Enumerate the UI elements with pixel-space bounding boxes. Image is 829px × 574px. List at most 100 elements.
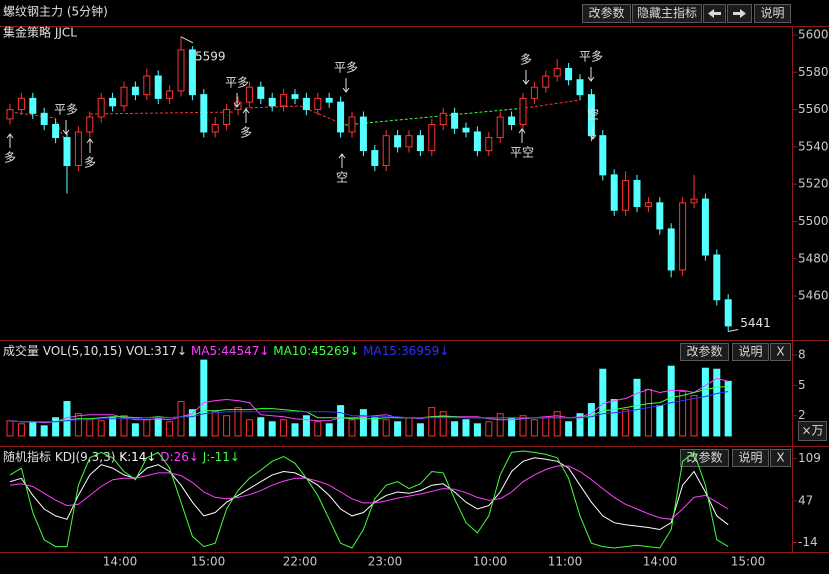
y-tick-label: 109 <box>798 451 821 465</box>
signal-arrow <box>338 153 346 168</box>
vol-title: 成交量 <box>3 343 39 358</box>
time-label: 10:00 <box>473 555 508 569</box>
candle-body <box>154 75 162 99</box>
volume-bar <box>519 415 527 437</box>
volume-bar <box>428 407 436 437</box>
volume-bar <box>291 423 299 437</box>
y-tick-label: 5 <box>798 378 806 392</box>
volume-bar <box>40 425 48 437</box>
candle-body <box>200 94 208 133</box>
volume-bar <box>348 419 356 437</box>
time-label: 23:00 <box>368 555 403 569</box>
volume-bar <box>439 411 447 437</box>
volume-bar <box>97 420 105 437</box>
volume-bar <box>131 423 139 437</box>
candle-body <box>280 94 288 107</box>
volume-bar <box>109 417 117 437</box>
volume-bar <box>86 419 94 437</box>
time-label: 14:00 <box>103 555 138 569</box>
volume-bar <box>394 421 402 437</box>
legend-k: K:14↓ <box>119 450 156 464</box>
volume-bar <box>451 421 459 437</box>
legend-j: J:-11↓ <box>202 450 240 464</box>
volume-bar <box>622 409 630 437</box>
btn-left[interactable] <box>703 4 726 23</box>
vol-btn-params[interactable]: 改参数 <box>680 343 729 361</box>
signal-label: 空 <box>336 171 348 185</box>
volume-panel <box>6 359 732 437</box>
y-tick-label: 47 <box>798 493 813 507</box>
min-label: 5441 <box>740 316 771 330</box>
candle-body <box>599 135 607 176</box>
y-tick-label: 5540 <box>798 139 829 153</box>
btn-label: 说明 <box>760 5 784 20</box>
btn-label: 改参数 <box>686 450 722 465</box>
candle-body <box>177 49 185 92</box>
candle-body <box>325 97 333 103</box>
candle-body <box>622 179 630 211</box>
volume-bar <box>143 419 151 437</box>
arrow-left-icon <box>708 9 721 18</box>
kdj-btn-close[interactable]: X <box>770 449 791 467</box>
unit-label: ×万 <box>801 424 823 438</box>
volume-bar <box>52 417 60 437</box>
candle-body <box>508 116 516 125</box>
volume-bar <box>690 395 698 437</box>
candle-body <box>86 116 94 133</box>
candle-body <box>131 86 139 96</box>
volume-bar <box>656 405 664 437</box>
volume-bar <box>473 423 481 437</box>
indicator-line <box>9 385 729 423</box>
btn-label: X <box>776 451 784 465</box>
signal-arrow <box>242 108 250 123</box>
volume-bar <box>701 367 709 437</box>
candle-body <box>245 86 253 103</box>
candle-body <box>439 112 447 125</box>
vol-btn-help[interactable]: 说明 <box>732 343 769 361</box>
signal-arrow <box>587 67 595 82</box>
vol-unit-box[interactable]: ×万 <box>798 421 827 441</box>
max-label: 5599 <box>195 49 226 63</box>
candle-body <box>519 97 527 125</box>
btn-params[interactable]: 改参数 <box>582 4 631 23</box>
vol-title: 成交量 VOL(5,10,15) VOL:317↓ MA5:44547↓ MA1… <box>3 343 449 358</box>
volume-bar <box>371 417 379 437</box>
volume-bar <box>188 409 196 437</box>
volume-bar <box>508 417 516 437</box>
candle-body <box>405 135 413 148</box>
candle-body <box>576 79 584 96</box>
btn-label: 改参数 <box>686 344 722 359</box>
signal-arrow <box>6 133 14 148</box>
volume-bar <box>211 411 219 437</box>
candle-body <box>188 49 196 96</box>
window-title: 螺纹钢主力 (5分钟) <box>3 4 108 19</box>
signal-label: 平多 <box>225 76 249 90</box>
volume-bar <box>382 419 390 437</box>
btn-hide-main[interactable]: 隐藏主指标 <box>632 4 702 23</box>
candle-body <box>371 150 379 167</box>
kdj-params: KDJ(9,3,3) <box>55 450 116 464</box>
signal-arrow <box>233 93 241 108</box>
kdj-btn-help[interactable]: 说明 <box>732 449 769 467</box>
candle-body <box>211 123 219 133</box>
btn-help[interactable]: 说明 <box>754 4 791 23</box>
legend-d: D:26↓ <box>160 450 199 464</box>
y-tick-label: -14 <box>798 535 818 549</box>
candle-body <box>120 86 128 107</box>
y-tick-label: 5560 <box>798 102 829 116</box>
candle-body <box>713 254 721 301</box>
candle-body <box>542 75 550 88</box>
btn-label: 说明 <box>738 344 762 359</box>
time-label: 11:00 <box>548 555 583 569</box>
btn-right[interactable] <box>727 4 752 23</box>
candle-body <box>40 112 48 125</box>
volume-bar <box>553 411 561 437</box>
vol-btn-close[interactable]: X <box>770 343 791 361</box>
kdj-btn-params[interactable]: 改参数 <box>680 449 729 467</box>
y-tick-label: 5480 <box>798 251 829 265</box>
candle-body <box>485 137 493 152</box>
volume-bar <box>337 405 345 437</box>
candle-body <box>610 174 618 211</box>
y-tick-label: 5500 <box>798 214 829 228</box>
